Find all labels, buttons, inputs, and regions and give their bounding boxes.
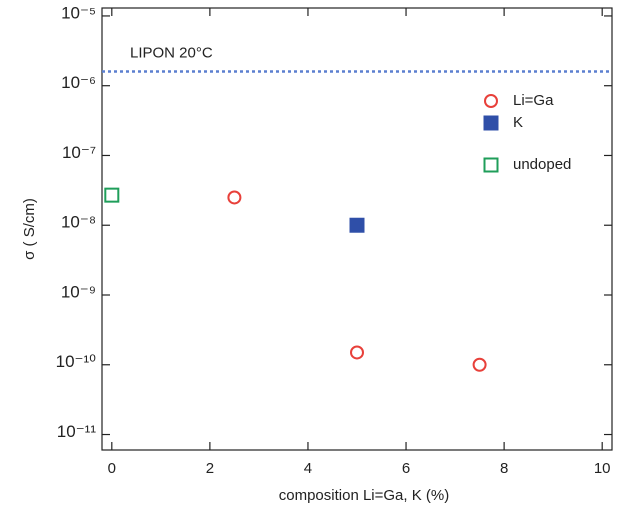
plot-frame xyxy=(101,7,613,451)
y-axis-label: σ ( S/cm) xyxy=(21,198,38,260)
data-point xyxy=(350,345,364,360)
y-tick-label: 10⁻¹⁰ xyxy=(56,352,97,371)
y-tick-label: 10⁻⁷ xyxy=(62,143,96,162)
x-tick-label: 0 xyxy=(108,460,116,477)
x-axis-label: composition Li=Ga, K (%) xyxy=(279,487,450,504)
y-tick-label: 10⁻⁶ xyxy=(61,73,96,92)
data-point xyxy=(227,190,242,205)
y-tick-label: 10⁻⁸ xyxy=(61,213,96,232)
x-tick-label: 2 xyxy=(206,460,214,477)
legend-label: K xyxy=(513,114,523,131)
data-point xyxy=(472,357,487,372)
y-tick-label: 10⁻⁹ xyxy=(61,282,96,301)
data-point xyxy=(104,187,120,203)
x-tick-label: 8 xyxy=(500,460,508,477)
reference-label: LIPON 20°C xyxy=(130,44,213,61)
data-point xyxy=(349,217,365,233)
legend-marker xyxy=(484,94,498,108)
x-tick-label: 10 xyxy=(594,460,611,477)
x-tick-label: 4 xyxy=(304,460,312,477)
legend-marker xyxy=(483,115,499,131)
legend-marker xyxy=(483,157,499,173)
y-tick-label: 10⁻¹¹ xyxy=(57,422,97,441)
legend-label: undoped xyxy=(513,156,571,173)
y-tick-label: 10⁻⁵ xyxy=(61,3,96,22)
x-tick-label: 6 xyxy=(402,460,410,477)
legend-label: Li=Ga xyxy=(513,92,554,109)
